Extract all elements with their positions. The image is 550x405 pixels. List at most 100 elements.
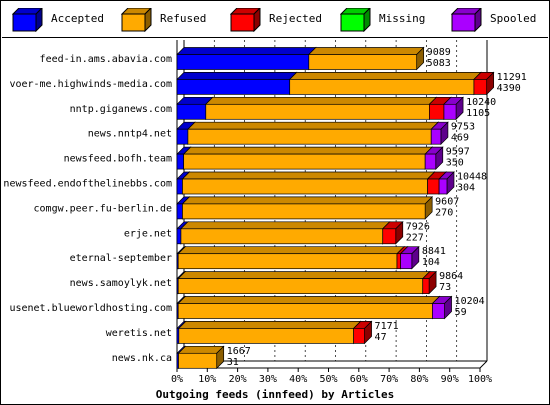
total-value-label: 9864	[439, 271, 463, 282]
bar-segment-rejected	[473, 71, 495, 96]
bar-segment-rejected	[381, 220, 404, 245]
legend-label-missing: Missing	[379, 12, 426, 25]
category-label: feed-in.ams.abavia.com	[40, 54, 172, 65]
refused-value-label: 469	[451, 133, 469, 144]
total-value-label: 8841	[422, 246, 446, 257]
x-axis-title: Outgoing feeds (innfeed) by Articles	[156, 388, 394, 401]
total-value-label: 11291	[497, 72, 527, 83]
x-tick-label-90: 90%	[441, 374, 459, 385]
total-value-label: 9607	[435, 196, 459, 207]
x-tick-label-30: 30%	[259, 374, 277, 385]
refused-value-label: 304	[457, 183, 475, 194]
refused-value-label: 73	[439, 282, 451, 293]
x-tick-label-80: 80%	[410, 374, 428, 385]
category-label: news.samoylyk.net	[70, 278, 172, 289]
legend: Accepted Refused Rejected Missing Spooled	[2, 2, 548, 38]
total-value-label: 9089	[427, 47, 451, 58]
refused-value-label: 4390	[497, 83, 521, 94]
refused-value-label: 270	[435, 207, 453, 218]
bar-segment-refused	[177, 270, 431, 295]
category-label: news.nk.ca	[112, 353, 172, 364]
bar-segment-refused	[180, 220, 391, 245]
bar-segment-spooled	[438, 171, 455, 195]
refused-value-label: 227	[406, 232, 424, 243]
category-label: newsfeed.endofthelinebbs.com	[3, 179, 172, 190]
x-tick-label-20: 20%	[229, 374, 247, 385]
bar-segment-refused	[177, 245, 405, 270]
total-value-label: 10240	[466, 97, 496, 108]
x-tick-label-0: 0%	[171, 374, 183, 385]
bar-segment-refused	[307, 46, 425, 71]
category-label: eternal-september	[70, 253, 172, 264]
category-label: erje.net	[124, 228, 172, 239]
bar-segment-refused	[177, 320, 362, 345]
bar-segment-spooled	[443, 96, 464, 121]
total-value-label: 10204	[455, 296, 485, 307]
refused-value-label: 1105	[466, 108, 490, 119]
bar-segment-accepted	[176, 46, 317, 71]
bar-segment-refused	[177, 295, 441, 320]
bar-segment-refused	[187, 121, 440, 146]
refused-value-label: 5083	[427, 58, 451, 69]
x-tick-label-40: 40%	[289, 374, 307, 385]
bar-segment-spooled	[399, 245, 420, 270]
total-value-label: 9753	[451, 122, 475, 133]
bar-segment-refused	[181, 196, 434, 220]
category-label: voer-me.highwinds-media.com	[9, 79, 172, 90]
x-tick-label-50: 50%	[319, 374, 337, 385]
legend-label-accepted: Accepted	[51, 12, 104, 25]
bar-segment-refused	[181, 171, 436, 195]
legend-swatch-spooled	[451, 8, 482, 32]
bar-segment-refused	[288, 71, 482, 96]
total-value-label: 1667	[227, 346, 251, 357]
category-label: comgw.peer.fu-berlin.de	[34, 203, 172, 214]
category-label: usenet.blueworldhosting.com	[9, 303, 172, 314]
refused-value-label: 47	[375, 332, 387, 343]
legend-swatch-refused	[121, 8, 152, 32]
bar-segment-refused	[177, 345, 225, 370]
category-label: nntp.giganews.com	[70, 104, 172, 115]
bar-segment-spooled	[424, 146, 444, 170]
bar-segment-rejected	[352, 320, 373, 345]
refused-value-label: 31	[227, 357, 239, 368]
total-value-label: 7171	[375, 321, 399, 332]
total-value-label: 7926	[406, 221, 430, 232]
category-label: newsfeed.bofh.team	[64, 154, 172, 165]
x-tick-label-10: 10%	[198, 374, 216, 385]
legend-swatch-rejected	[230, 8, 261, 32]
bar-segment-rejected	[421, 270, 437, 295]
category-label: news.nntp4.net	[88, 129, 172, 140]
total-value-label: 9597	[446, 147, 470, 158]
legend-swatch-accepted	[12, 8, 43, 32]
x-tick-label-100: 100%	[468, 374, 492, 385]
bar-segment-refused	[204, 96, 438, 121]
refused-value-label: 59	[455, 307, 467, 318]
x-tick-label-60: 60%	[350, 374, 368, 385]
legend-label-rejected: Rejected	[269, 12, 322, 25]
category-label: weretis.net	[106, 328, 172, 339]
legend-label-refused: Refused	[160, 12, 207, 25]
total-value-label: 10448	[457, 172, 487, 183]
legend-swatch-missing	[340, 8, 371, 32]
legend-label-spooled: Spooled	[490, 12, 537, 25]
refused-value-label: 104	[422, 257, 440, 268]
bar-segment-spooled	[430, 121, 449, 146]
x-tick-label-70: 70%	[380, 374, 398, 385]
bar-segment-refused	[182, 146, 434, 170]
refused-value-label: 350	[446, 158, 464, 169]
bar-segment-spooled	[431, 295, 453, 320]
